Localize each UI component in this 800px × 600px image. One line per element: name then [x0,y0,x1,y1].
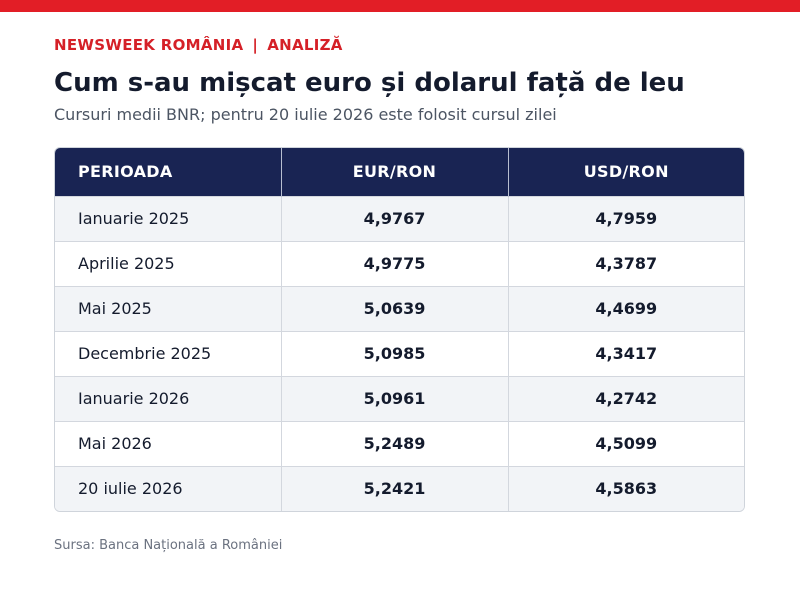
column-header-eur-ron: EUR/RON [281,148,509,196]
period-cell: 20 iulie 2026 [55,465,282,511]
period-cell: Mai 2026 [55,420,282,466]
table-row: Decembrie 2025 5,0985 4,3417 [55,330,744,376]
table-row: Mai 2025 5,0639 4,4699 [55,285,744,331]
brand-top-bar [0,0,800,12]
usd-ron-cell: 4,5863 [508,465,744,511]
eur-ron-cell: 5,2489 [281,420,509,466]
usd-ron-cell: 4,5099 [508,420,744,466]
eur-ron-cell: 5,0961 [281,375,509,421]
table-row: Mai 2026 5,2489 4,5099 [55,420,744,466]
eur-ron-cell: 4,9775 [281,240,509,286]
kicker-separator: | [252,36,259,54]
table-row: Aprilie 2025 4,9775 4,3787 [55,240,744,286]
period-cell: Decembrie 2025 [55,330,282,376]
period-cell: Aprilie 2025 [55,240,282,286]
table-row: Ianuarie 2025 4,9767 4,7959 [55,195,744,241]
usd-ron-cell: 4,3787 [508,240,744,286]
exchange-rate-table: PERIOADA EUR/RON USD/RON Ianuarie 2025 4… [54,147,745,512]
usd-ron-cell: 4,7959 [508,195,744,241]
column-header-period: PERIOADA [55,148,282,196]
page-title: Cum s-au mișcat euro și dolarul față de … [54,68,685,98]
usd-ron-cell: 4,4699 [508,285,744,331]
kicker-section: ANALIZĂ [267,36,343,54]
usd-ron-cell: 4,2742 [508,375,744,421]
eur-ron-cell: 5,2421 [281,465,509,511]
table-header-row: PERIOADA EUR/RON USD/RON [55,148,744,196]
eur-ron-cell: 5,0985 [281,330,509,376]
table-row: Ianuarie 2026 5,0961 4,2742 [55,375,744,421]
eur-ron-cell: 4,9767 [281,195,509,241]
table-body: Ianuarie 2025 4,9767 4,7959 Aprilie 2025… [55,195,744,511]
source-note: Sursa: Banca Națională a României [54,538,283,553]
kicker-publication: NEWSWEEK ROMÂNIA [54,36,244,54]
eur-ron-cell: 5,0639 [281,285,509,331]
kicker: NEWSWEEK ROMÂNIA | ANALIZĂ [54,36,343,54]
page-subtitle: Cursuri medii BNR; pentru 20 iulie 2026 … [54,105,557,124]
table-row: 20 iulie 2026 5,2421 4,5863 [55,465,744,511]
period-cell: Ianuarie 2025 [55,195,282,241]
period-cell: Ianuarie 2026 [55,375,282,421]
column-header-usd-ron: USD/RON [583,162,669,182]
period-cell: Mai 2025 [55,285,282,331]
usd-ron-cell: 4,3417 [508,330,744,376]
